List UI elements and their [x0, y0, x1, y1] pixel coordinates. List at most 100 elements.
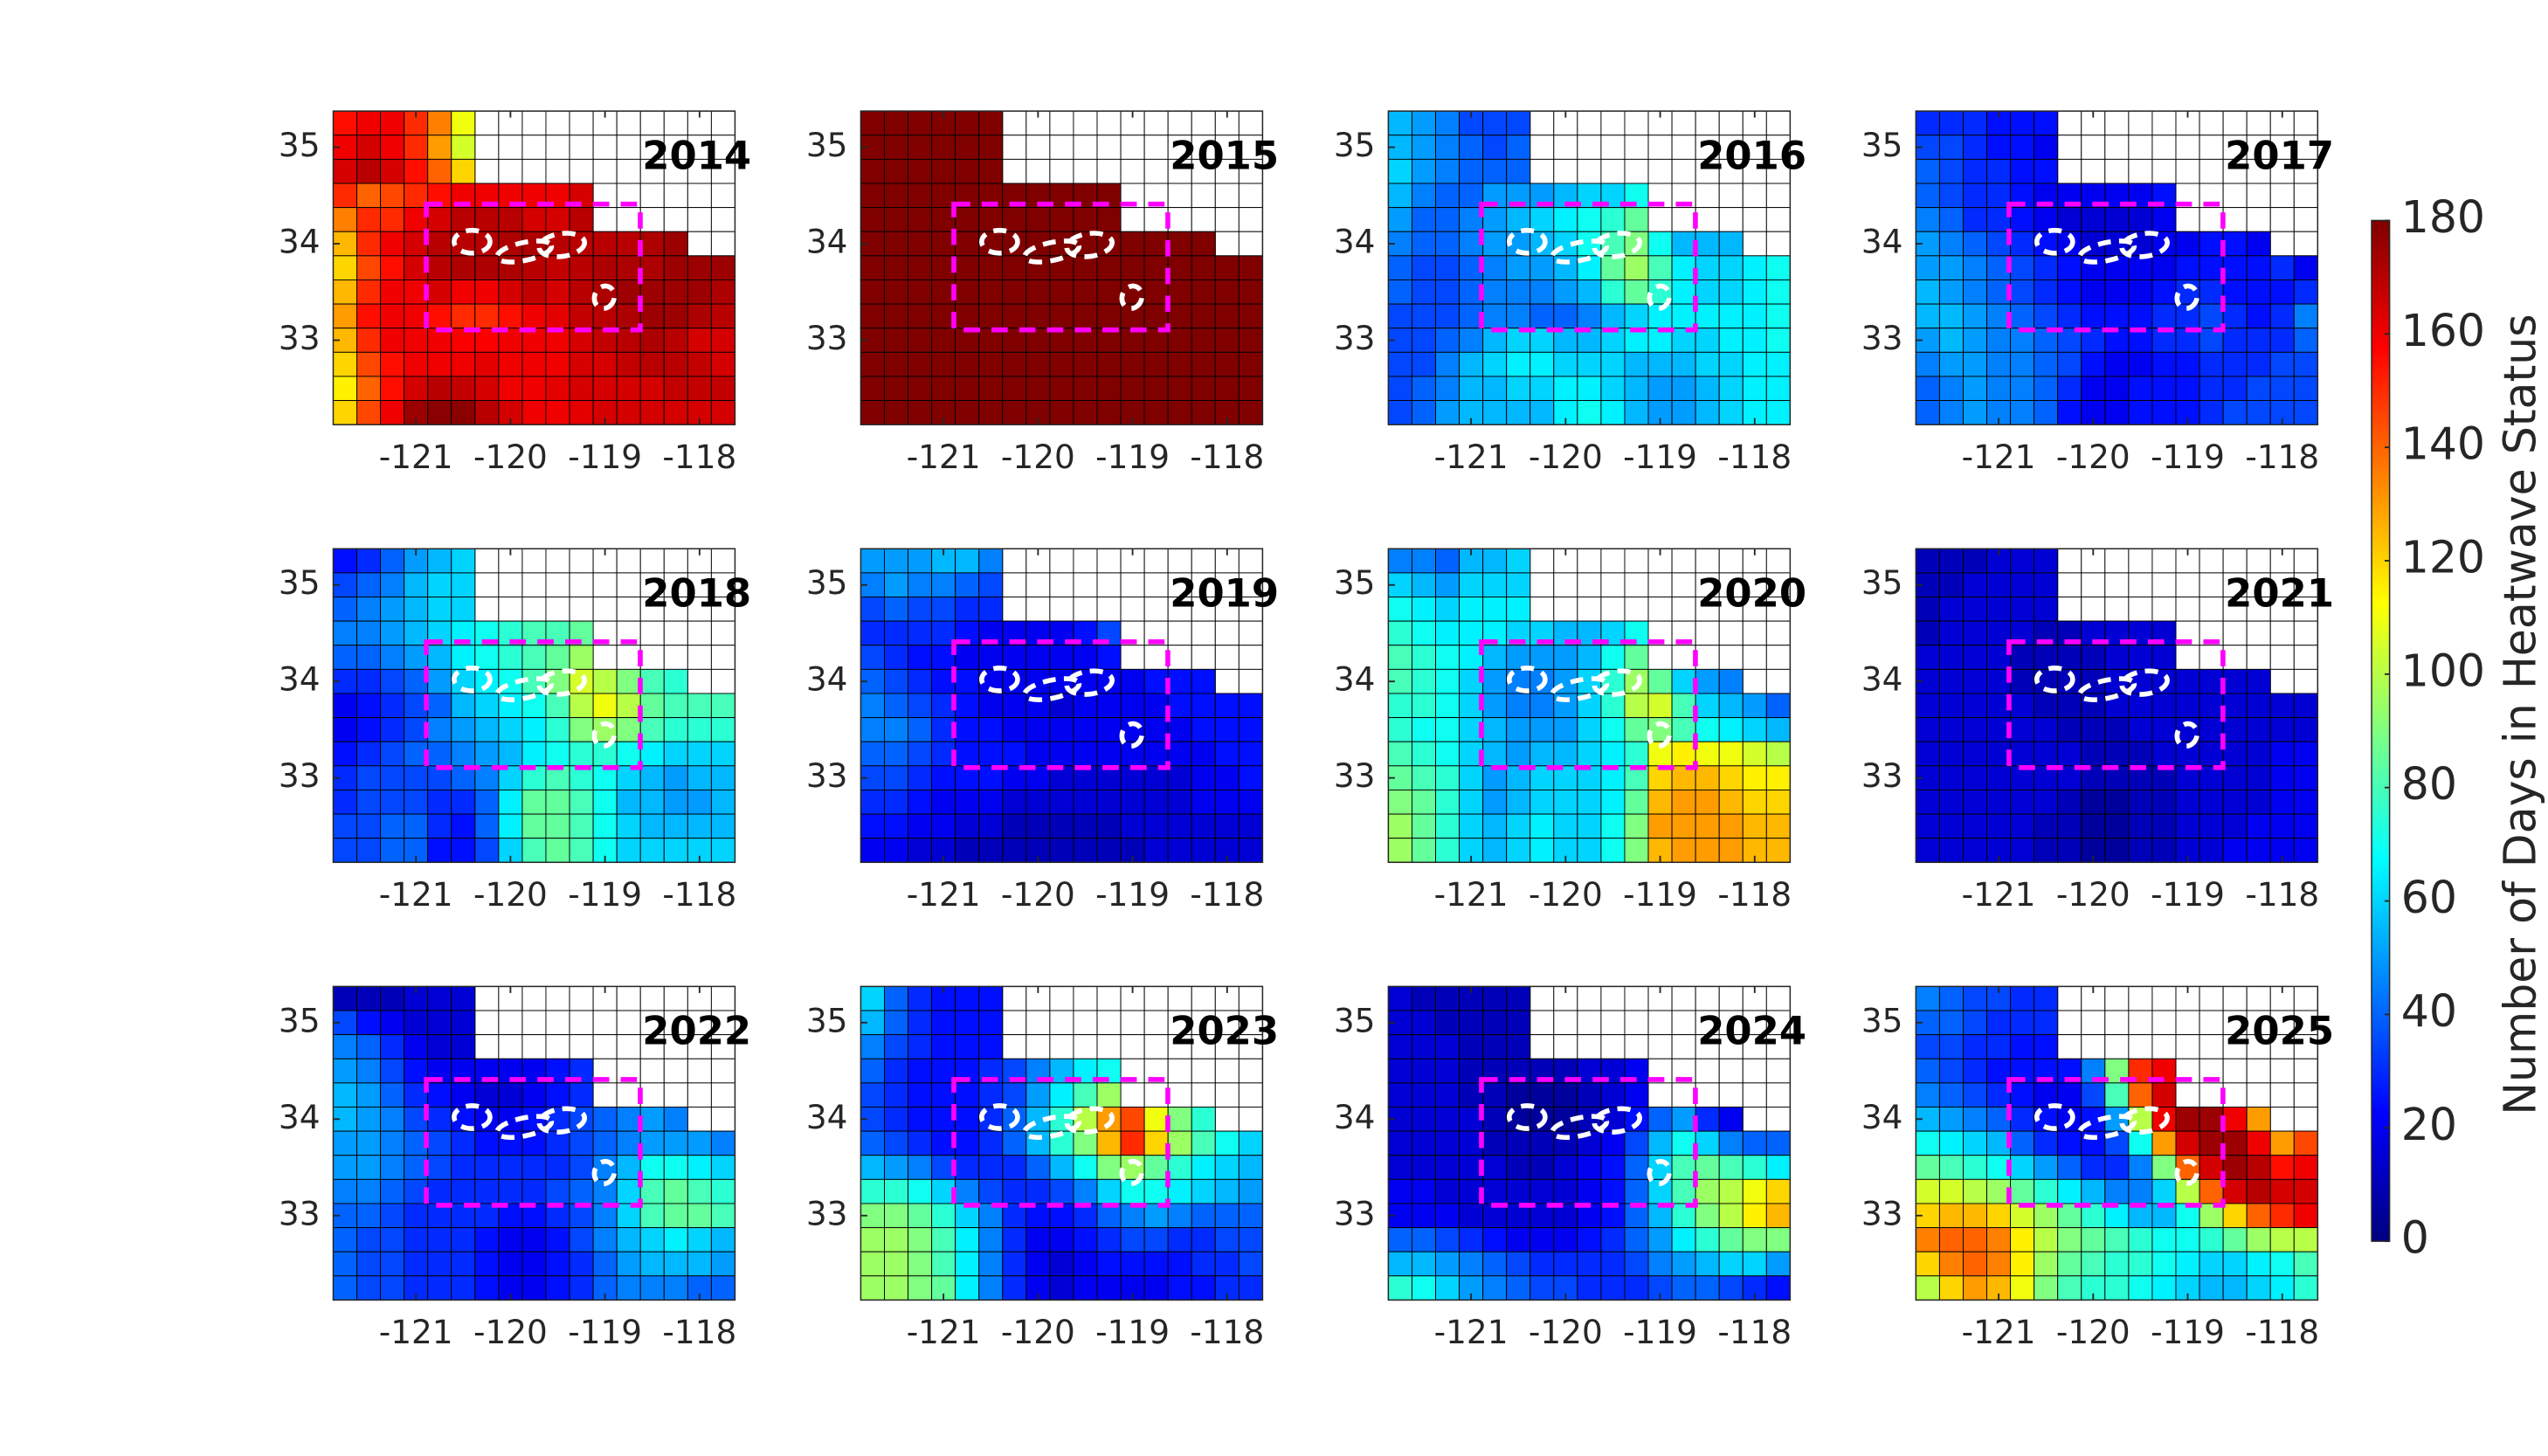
empty-cell [2057, 572, 2082, 597]
empty-cell [592, 597, 618, 622]
y-tick-label: 34 [1861, 660, 1903, 699]
cell [356, 789, 382, 815]
cell [1025, 645, 1051, 670]
cell [931, 328, 956, 353]
cell [1553, 303, 1578, 329]
cell [498, 1082, 523, 1108]
cell [1482, 1130, 1508, 1156]
cell [1506, 741, 1531, 767]
empty-cell [1073, 572, 1098, 597]
cell [332, 789, 357, 815]
cell [1938, 158, 1964, 184]
cell [860, 303, 885, 329]
cell [1938, 110, 1964, 136]
cell [2269, 1203, 2295, 1229]
cell [356, 231, 382, 257]
cell [1435, 1178, 1460, 1204]
cell [1482, 255, 1508, 280]
cell [1191, 1203, 1216, 1229]
cell [1671, 376, 1696, 402]
cell [380, 1178, 405, 1204]
cell [1238, 303, 1263, 329]
cell [1167, 279, 1192, 305]
cell [1191, 255, 1216, 280]
empty-cell [2057, 548, 2082, 574]
cell [884, 1275, 909, 1301]
cell [1214, 303, 1239, 329]
empty-cell [1143, 548, 1169, 574]
cell [1073, 303, 1098, 329]
cell [1963, 1227, 1988, 1252]
empty-cell [1167, 572, 1192, 597]
cell [1506, 838, 1531, 863]
cell [2057, 1082, 2082, 1108]
cell [687, 1251, 712, 1277]
cell [1482, 279, 1508, 305]
cell [1506, 376, 1531, 402]
cell [1695, 1130, 1720, 1156]
empty-cell [1765, 1082, 1791, 1108]
cell [1049, 1251, 1074, 1277]
cell [521, 376, 547, 402]
empty-cell [1167, 158, 1192, 184]
cell [1624, 400, 1649, 425]
cell [2010, 548, 2035, 574]
cell [2104, 351, 2130, 377]
cell [1986, 1155, 2012, 1180]
cell [1482, 548, 1508, 574]
cell [1765, 1227, 1791, 1252]
cell [2246, 255, 2271, 280]
empty-cell [545, 1034, 570, 1059]
cell [1938, 693, 1964, 719]
empty-cell [1002, 110, 1027, 136]
empty-cell [1553, 1034, 1578, 1059]
cell [1002, 255, 1027, 280]
empty-cell [498, 597, 523, 622]
cell [1143, 813, 1169, 839]
empty-cell [1718, 645, 1744, 670]
cell [2104, 789, 2130, 815]
empty-cell [1167, 985, 1192, 1011]
cell [1191, 1107, 1216, 1132]
cell [1025, 741, 1051, 767]
cell [639, 400, 665, 425]
cell [908, 110, 933, 136]
cell [2293, 303, 2318, 329]
cell [1718, 717, 1744, 742]
cell [1411, 838, 1436, 863]
cell [2222, 1155, 2248, 1180]
cell [2293, 1275, 2318, 1301]
empty-cell [616, 110, 641, 136]
cell [1049, 1155, 1074, 1180]
cell [1002, 376, 1027, 402]
cell [616, 741, 641, 767]
cell [1435, 1275, 1460, 1301]
cell [1915, 255, 1940, 280]
empty-cell [1002, 572, 1027, 597]
cell [1506, 351, 1531, 377]
empty-cell [2246, 207, 2271, 232]
cell [1506, 135, 1531, 160]
cell [1167, 693, 1192, 719]
cell [2222, 813, 2248, 839]
cell [2222, 693, 2248, 719]
cell [2269, 279, 2295, 305]
empty-cell [1002, 158, 1027, 184]
cell [2128, 1155, 2153, 1180]
cell [545, 1251, 570, 1277]
cell [474, 645, 500, 670]
cell [1482, 231, 1508, 257]
cell [1529, 376, 1555, 402]
x-tick-label: -119 [2151, 875, 2225, 914]
empty-cell [1214, 597, 1239, 622]
cell [474, 838, 500, 863]
cell [2175, 668, 2200, 694]
x-tick-label: -120 [1001, 875, 1075, 914]
cell [1073, 1227, 1098, 1252]
cell [427, 1034, 452, 1059]
cell [663, 741, 688, 767]
empty-cell [1143, 572, 1169, 597]
cell [569, 645, 594, 670]
cell [687, 1227, 712, 1252]
cell [1915, 717, 1940, 742]
